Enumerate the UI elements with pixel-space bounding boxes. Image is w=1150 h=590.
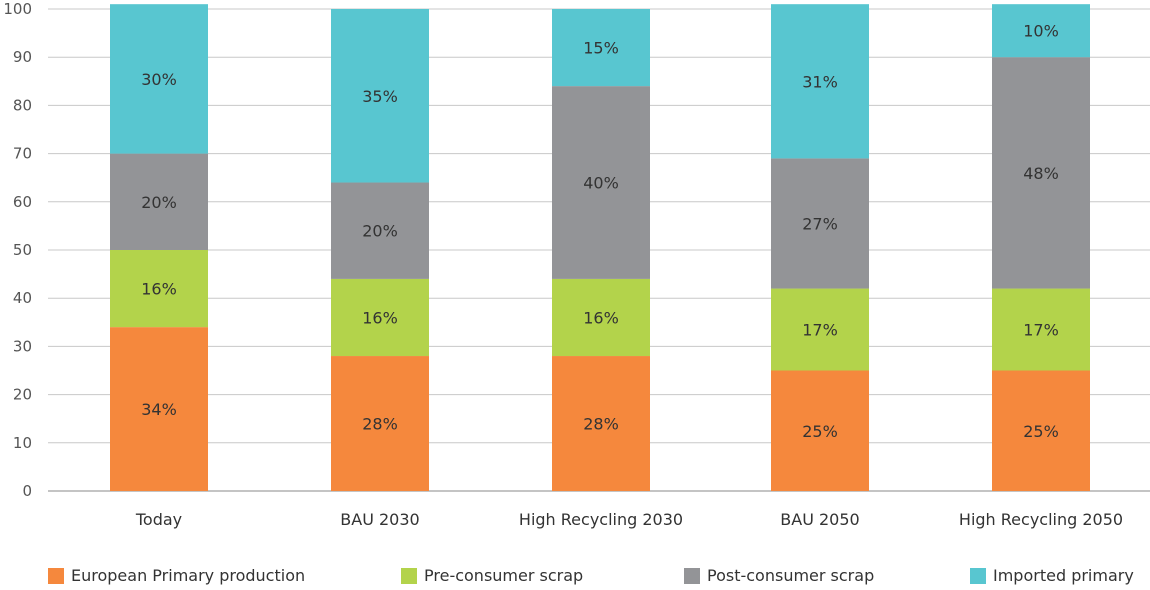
legend: European Primary production Pre-consumer …	[0, 566, 1150, 590]
data-label: 34%	[141, 400, 177, 419]
y-tick-label: 40	[13, 289, 32, 307]
data-label: 28%	[583, 415, 619, 434]
y-tick-label: 20	[13, 386, 32, 404]
data-label: 10%	[1023, 22, 1059, 41]
bar-segment	[552, 356, 650, 491]
bars	[110, 4, 1090, 491]
bar-segment	[110, 4, 208, 154]
data-label: 16%	[362, 308, 398, 327]
data-label: 20%	[141, 193, 177, 212]
bar-segment	[771, 4, 869, 159]
legend-item: Pre-consumer scrap	[401, 566, 583, 585]
bar-segment	[771, 288, 869, 371]
data-label: 28%	[362, 415, 398, 434]
y-tick-label: 60	[13, 193, 32, 211]
bar-segment	[110, 250, 208, 328]
legend-label: European Primary production	[71, 566, 306, 585]
legend-item: European Primary production	[48, 566, 305, 585]
data-label: 16%	[141, 280, 177, 299]
data-label: 17%	[802, 321, 838, 340]
data-label: 48%	[1023, 164, 1059, 183]
data-label: 25%	[802, 422, 838, 441]
data-label: 40%	[583, 174, 619, 193]
category-label: High Recycling 2050	[959, 510, 1123, 529]
legend-label: Imported primary	[993, 566, 1134, 585]
stacked-bar-chart: 0 10 20 30 40 50 60 70 80 90 100 34% 16% 20% 30% 28% 16…	[3, 0, 1150, 529]
data-label: 25%	[1023, 422, 1059, 441]
bar-segment	[992, 370, 1090, 491]
y-tick-label: 90	[13, 48, 32, 66]
bar-segment	[552, 86, 650, 279]
bar-segment	[771, 158, 869, 289]
data-label: 17%	[1023, 321, 1059, 340]
legend-swatch	[48, 567, 64, 584]
bar-segment	[110, 153, 208, 250]
y-tick-label: 50	[13, 241, 32, 259]
bar-segment	[992, 57, 1090, 289]
category-label: High Recycling 2030	[519, 510, 683, 529]
bar-segment	[331, 356, 429, 491]
bar-segment	[331, 278, 429, 357]
y-tick-label: 10	[13, 434, 32, 452]
data-label: 31%	[802, 72, 838, 91]
data-label: 35%	[362, 87, 398, 106]
y-tick-label: 80	[13, 96, 32, 114]
bar-segment	[110, 327, 208, 491]
y-tick-label: 70	[13, 145, 32, 163]
y-tick-label: 0	[22, 482, 32, 500]
data-label: 16%	[583, 308, 619, 327]
bar-segment	[331, 182, 429, 279]
legend-label: Pre-consumer scrap	[424, 566, 584, 585]
data-label: 27%	[802, 214, 838, 233]
bar-segment	[771, 370, 869, 491]
legend-swatch	[401, 567, 417, 584]
category-label: BAU 2050	[780, 510, 859, 529]
y-axis-ticks: 0 10 20 30 40 50 60 70 80 90 100	[3, 0, 32, 500]
category-label: Today	[135, 510, 182, 529]
legend-swatch	[684, 567, 700, 584]
bar-segment	[552, 278, 650, 357]
legend-swatch	[970, 567, 986, 584]
data-label: 20%	[362, 222, 398, 241]
bar-segment	[992, 4, 1090, 58]
category-label: BAU 2030	[340, 510, 419, 529]
data-label: 15%	[583, 39, 619, 58]
category-labels: Today BAU 2030 High Recycling 2030 BAU 2050…	[135, 510, 1123, 529]
bar-segment	[331, 9, 429, 183]
legend-item: Post-consumer scrap	[684, 566, 874, 585]
segment-labels: 34% 16% 20% 30% 28% 16% 20% 35% 28% 16% 40% 15% 25% 1…	[141, 22, 1059, 441]
data-label: 30%	[141, 70, 177, 89]
legend-label: Post-consumer scrap	[707, 566, 875, 585]
legend-item: Imported primary	[970, 566, 1134, 585]
y-tick-label: 100	[3, 0, 32, 18]
bar-segment	[552, 9, 650, 87]
bar-segment	[992, 288, 1090, 371]
y-tick-label: 30	[13, 337, 32, 355]
